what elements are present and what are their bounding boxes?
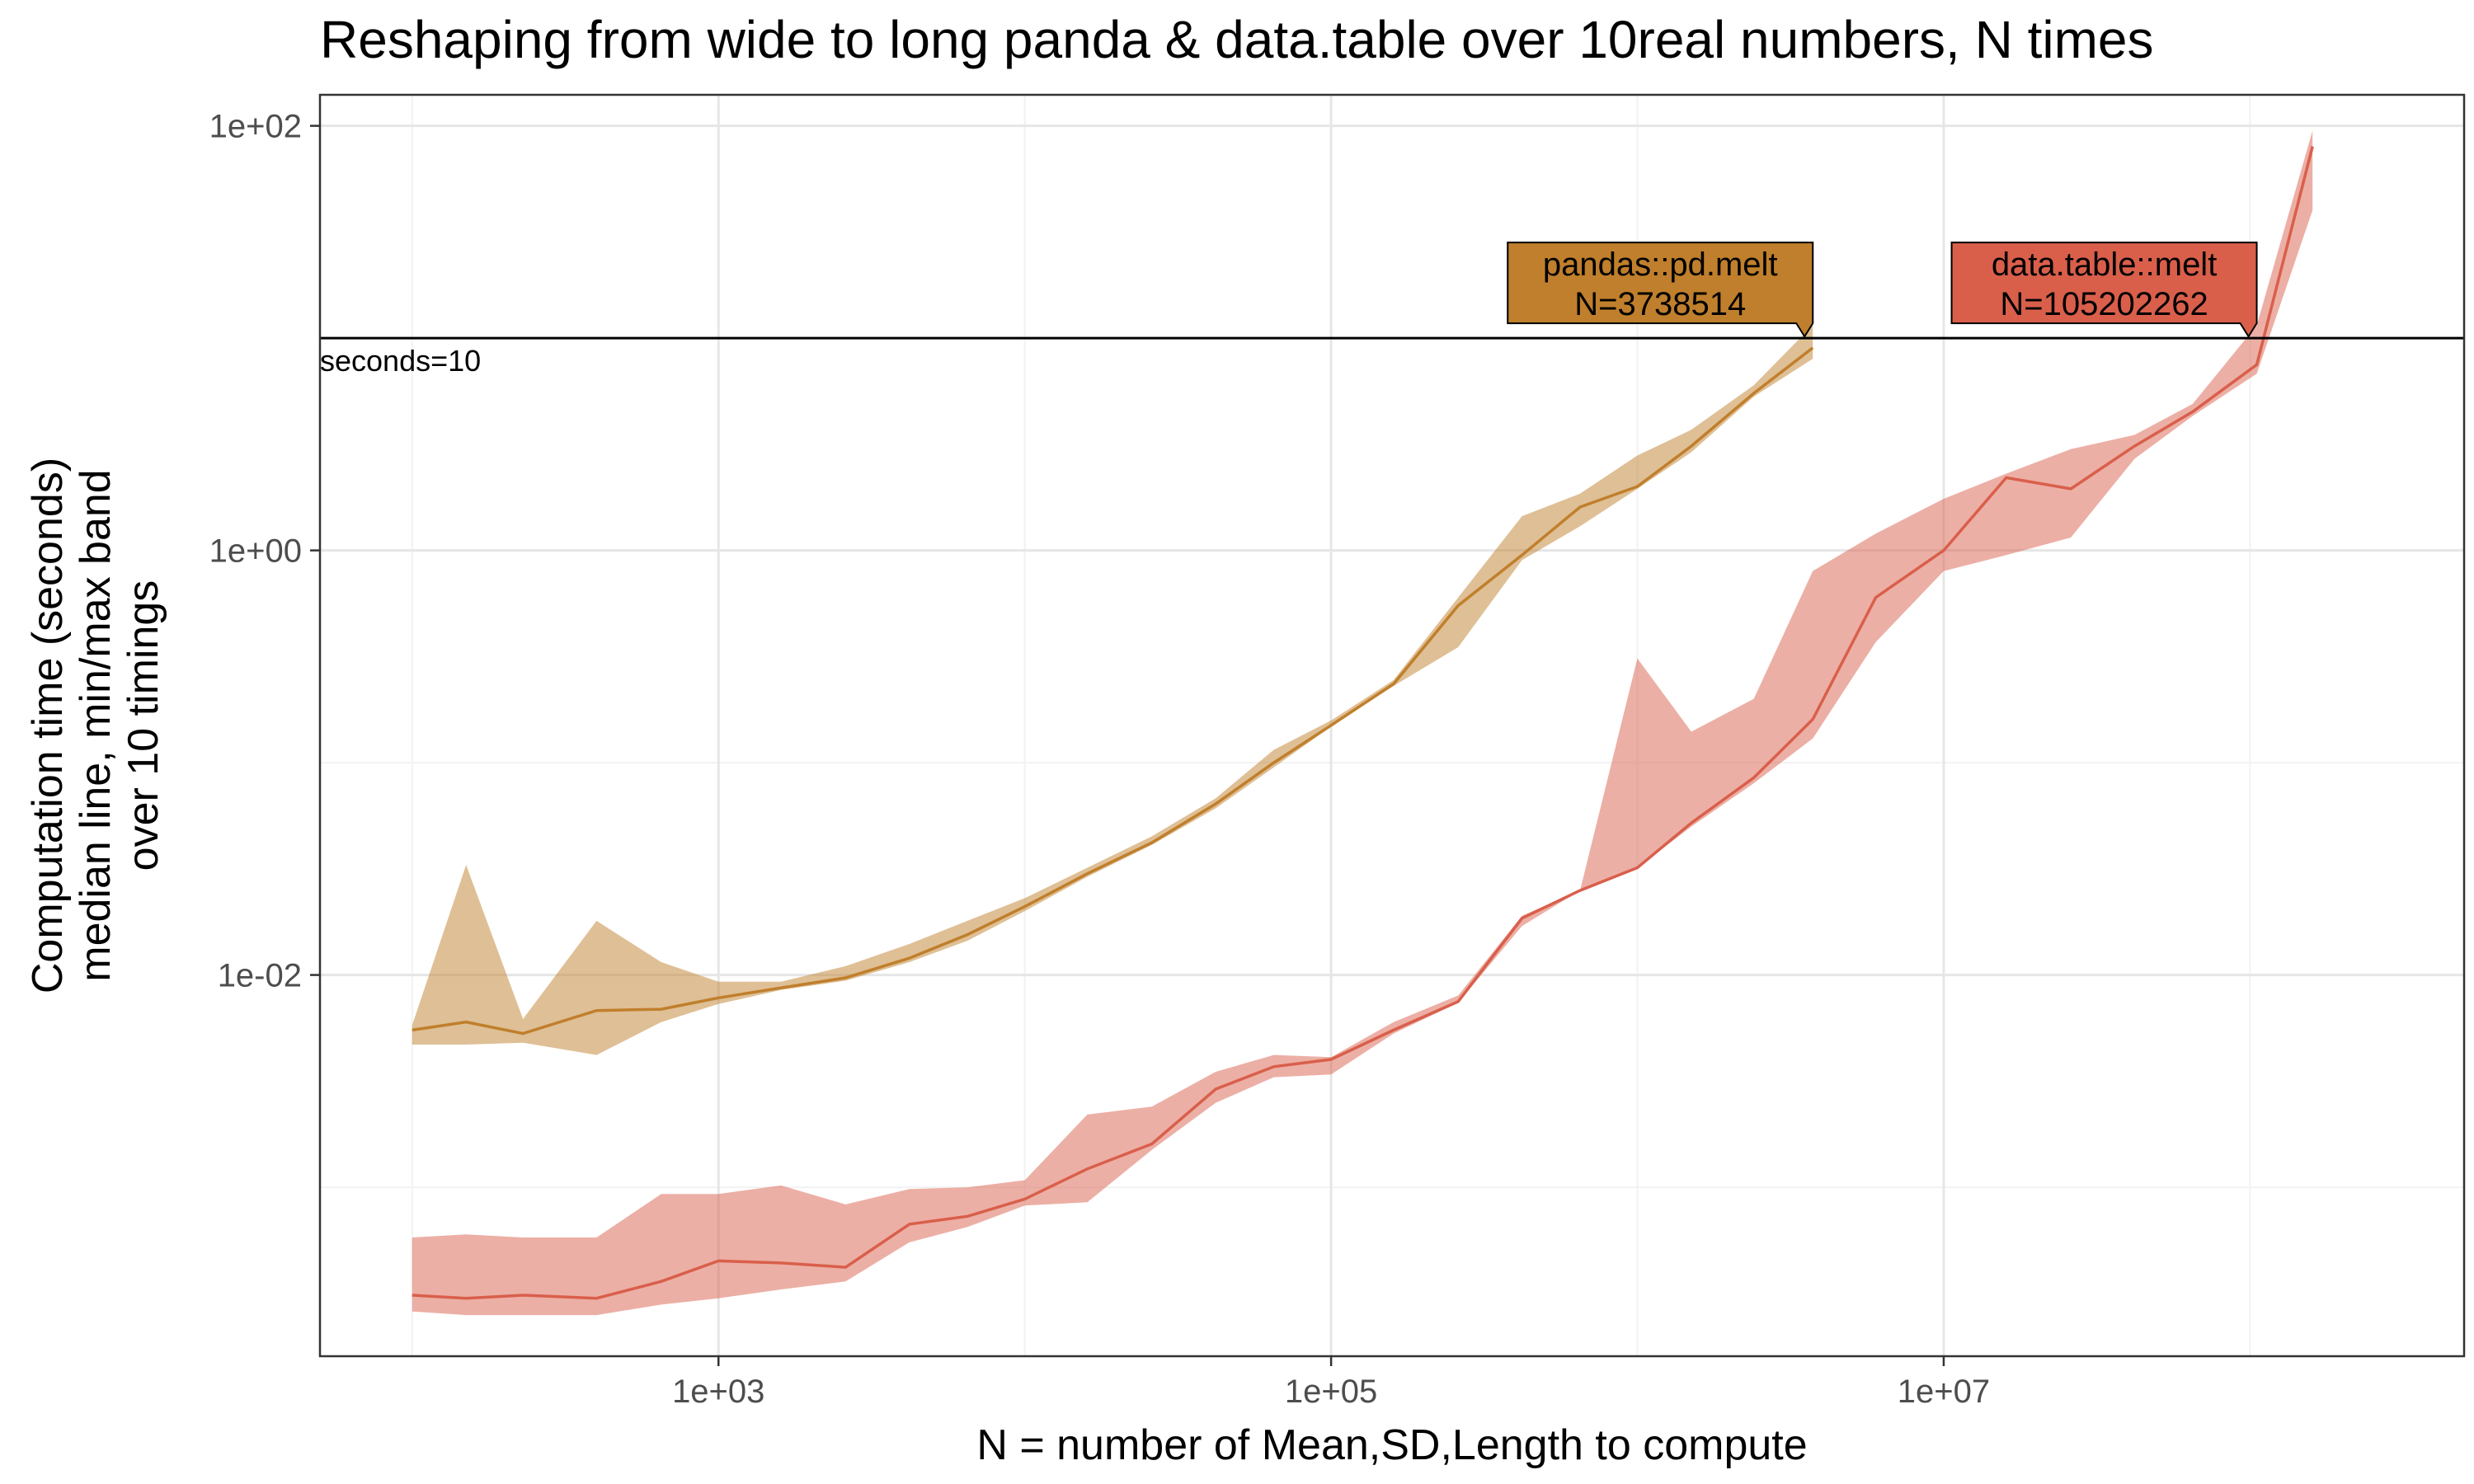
reference-line-label: seconds=10 [320, 344, 481, 378]
median-line-data-table-melt [412, 146, 2314, 1300]
label-series-name: data.table::melt [1992, 247, 2218, 283]
x-tick-label: 1e+03 [672, 1374, 764, 1410]
x-axis-title: N = number of Mean,SD,Length to compute [976, 1421, 1807, 1469]
y-tick-label: 1e+00 [209, 533, 302, 570]
median-line-pandas-pd-melt [412, 346, 1814, 1036]
y-axis-title-line: over 10 timings [120, 580, 167, 871]
label-box [1950, 242, 2258, 339]
y-tick-label: 1e+02 [209, 109, 302, 145]
plot-border [318, 93, 2466, 1358]
series-bands [412, 130, 2313, 1316]
y-axis-ticks: 1e-02 1e+00 1e+02 [209, 109, 320, 994]
y-axis-title-line: median line, min/max band [72, 469, 120, 981]
label-box [1507, 242, 1814, 339]
y-axis-title-line: Computation time (seconds) [24, 458, 72, 993]
label-series-name: pandas::pd.melt [1543, 247, 1778, 283]
chart-title: Reshaping from wide to long panda & data… [320, 10, 2153, 69]
band-pandas-pd-melt [412, 325, 1813, 1055]
y-axis-title: Computation time (seconds) median line, m… [24, 458, 167, 993]
y-tick-label: 1e-02 [218, 958, 302, 994]
x-tick-label: 1e+07 [1898, 1374, 1990, 1410]
label-series-n: N=3738514 [1574, 286, 1746, 322]
x-axis-ticks: 1e+03 1e+05 1e+07 [672, 1356, 1990, 1410]
x-tick-label: 1e+05 [1285, 1374, 1377, 1410]
series-lines [412, 146, 2314, 1300]
label-series-n: N=105202262 [2000, 286, 2208, 322]
reference-line: seconds=10 [320, 336, 2464, 378]
